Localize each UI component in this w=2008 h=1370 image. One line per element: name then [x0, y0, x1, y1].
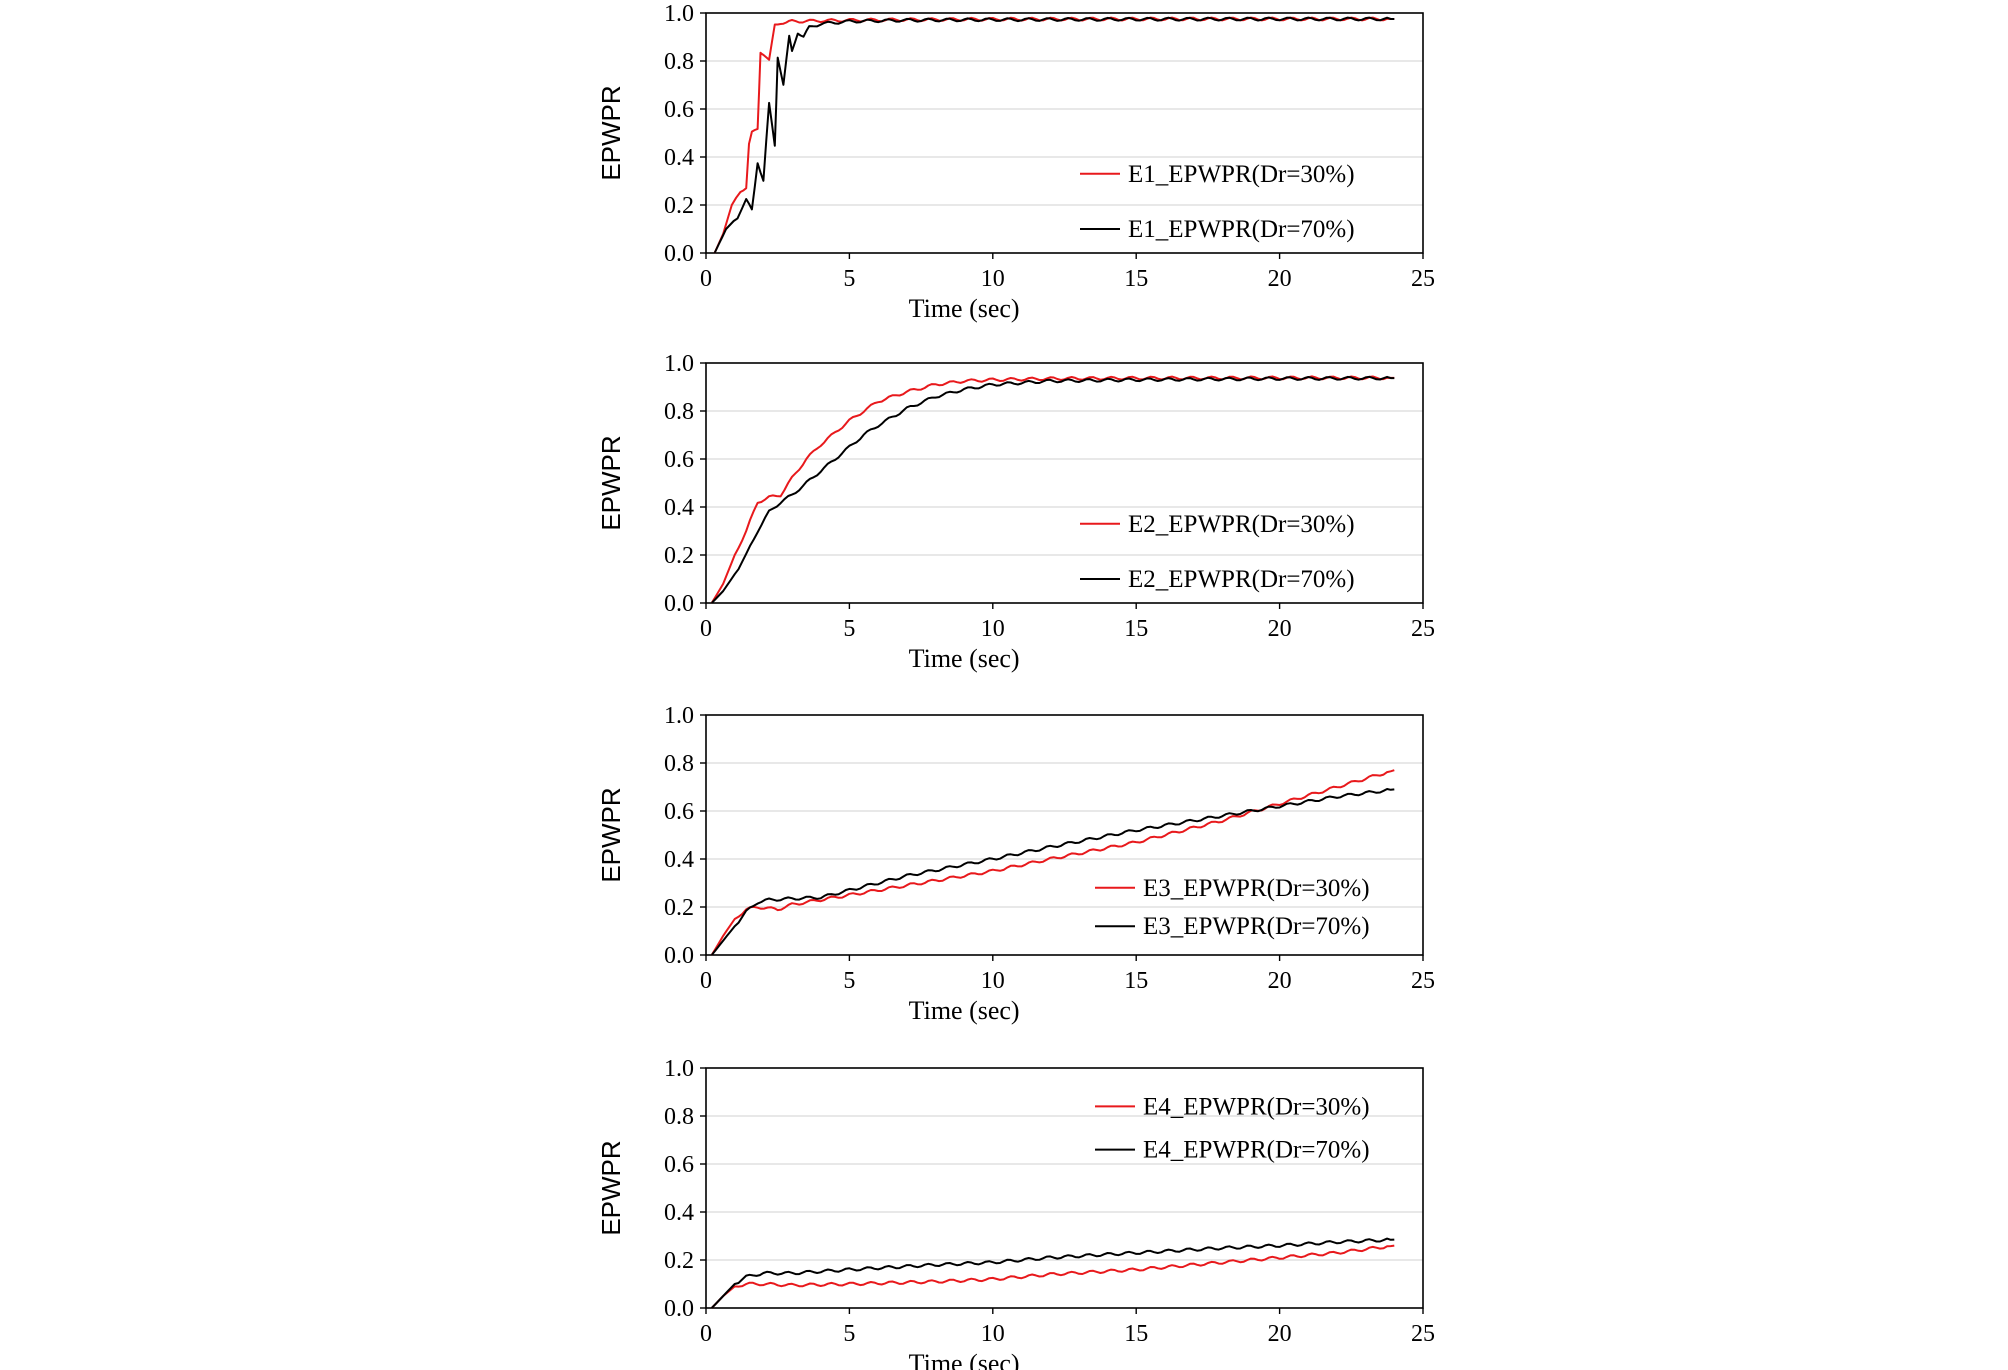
plot-frame [705, 1067, 1424, 1309]
x-tick-label: 0 [700, 968, 712, 994]
legend-label: E1_EPWPR(Dr=30%) [1128, 161, 1355, 188]
x-tick-label: 0 [700, 266, 712, 292]
x-tick-label: 10 [981, 266, 1005, 292]
y-tick-label: 0.8 [664, 399, 694, 425]
series-line [710, 1244, 1395, 1309]
y-tick-label: 0.8 [664, 49, 694, 75]
x-tick-label: 10 [981, 968, 1005, 994]
x-tick-label: 5 [843, 968, 855, 994]
series-line [710, 788, 1395, 956]
legend-label: E2_EPWPR(Dr=30%) [1128, 511, 1355, 538]
legend-label: E4_EPWPR(Dr=30%) [1143, 1093, 1370, 1120]
x-axis-label: Time (sec) [909, 294, 1020, 323]
series-line [713, 16, 1395, 254]
x-tick-label: 25 [1411, 616, 1435, 642]
y-axis-label: EPWPR [596, 1140, 626, 1235]
series-line [710, 375, 1395, 604]
x-tick-label: 15 [1124, 1321, 1148, 1347]
y-tick-label: 0.4 [664, 495, 694, 521]
y-tick-label: 0.6 [664, 97, 694, 123]
y-tick-label: 1.0 [664, 1, 694, 27]
plot-frame [705, 362, 1424, 604]
chart-panel-e4: 0.0 0.2 0.4 0.6 0.8 1.0 0 5 10 15 20 25 Time (sec) EP… [580, 1055, 1440, 1370]
y-tick-label: 0.8 [664, 751, 694, 777]
chart-svg: 0.0 0.2 0.4 0.6 0.8 1.0 0 5 10 15 20 25 Time (sec) EP… [596, 1, 1435, 323]
y-tick-label: 1.0 [664, 351, 694, 377]
y-tick-label: 0.4 [664, 1200, 694, 1226]
x-tick-label: 25 [1411, 266, 1435, 292]
plot-frame [705, 714, 1424, 956]
x-tick-label: 10 [981, 1321, 1005, 1347]
x-tick-label: 20 [1268, 968, 1292, 994]
y-axis-label: EPWPR [596, 85, 626, 180]
y-tick-label: 0.6 [664, 799, 694, 825]
legend-label: E4_EPWPR(Dr=70%) [1143, 1137, 1370, 1164]
y-axis-label: EPWPR [596, 435, 626, 530]
y-axis-label: EPWPR [596, 787, 626, 882]
x-tick-label: 5 [843, 1321, 855, 1347]
y-tick-label: 0.6 [664, 1152, 694, 1178]
x-tick-label: 15 [1124, 616, 1148, 642]
x-tick-label: 5 [843, 266, 855, 292]
y-tick-label: 0.2 [664, 1248, 694, 1274]
x-axis-label: Time (sec) [909, 996, 1020, 1025]
x-tick-label: 20 [1268, 266, 1292, 292]
y-tick-label: 0.8 [664, 1104, 694, 1130]
x-tick-label: 15 [1124, 968, 1148, 994]
y-tick-label: 0.2 [664, 543, 694, 569]
legend-label: E3_EPWPR(Dr=70%) [1143, 913, 1370, 940]
x-axis-label: Time (sec) [909, 644, 1020, 673]
legend-label: E3_EPWPR(Dr=30%) [1143, 875, 1370, 902]
y-tick-label: 0.6 [664, 447, 694, 473]
chart-panel-e2: 0.0 0.2 0.4 0.6 0.8 1.0 0 5 10 15 20 25 Time (sec) EP… [580, 350, 1440, 673]
legend-label: E1_EPWPR(Dr=70%) [1128, 216, 1355, 243]
y-tick-label: 0.0 [664, 591, 694, 617]
legend-label: E2_EPWPR(Dr=70%) [1128, 566, 1355, 593]
chart-svg: 0.0 0.2 0.4 0.6 0.8 1.0 0 5 10 15 20 25 Time (sec) EP… [596, 703, 1435, 1025]
y-tick-label: 0.4 [664, 847, 694, 873]
chart-panel-e3: 0.0 0.2 0.4 0.6 0.8 1.0 0 5 10 15 20 25 Time (sec) EP… [580, 702, 1440, 1025]
x-tick-label: 20 [1268, 616, 1292, 642]
plot-frame [705, 12, 1424, 254]
y-tick-label: 0.0 [664, 241, 694, 267]
x-tick-label: 5 [843, 616, 855, 642]
chart-svg: 0.0 0.2 0.4 0.6 0.8 1.0 0 5 10 15 20 25 Time (sec) EP… [596, 351, 1435, 673]
y-tick-label: 1.0 [664, 1056, 694, 1082]
y-tick-label: 0.0 [664, 1296, 694, 1322]
chart-svg: 0.0 0.2 0.4 0.6 0.8 1.0 0 5 10 15 20 25 Time (sec) EP… [596, 1056, 1435, 1370]
y-tick-label: 0.2 [664, 895, 694, 921]
series-line [710, 769, 1395, 956]
x-tick-label: 25 [1411, 1321, 1435, 1347]
x-tick-label: 0 [700, 616, 712, 642]
series-line [710, 1237, 1395, 1309]
x-axis-label: Time (sec) [909, 1349, 1020, 1370]
x-tick-label: 25 [1411, 968, 1435, 994]
x-tick-label: 0 [700, 1321, 712, 1347]
y-tick-label: 1.0 [664, 703, 694, 729]
y-tick-label: 0.2 [664, 193, 694, 219]
x-tick-label: 20 [1268, 1321, 1292, 1347]
x-tick-label: 15 [1124, 266, 1148, 292]
y-tick-label: 0.4 [664, 145, 694, 171]
y-tick-label: 0.0 [664, 943, 694, 969]
x-tick-label: 10 [981, 616, 1005, 642]
chart-panel-e1: 0.0 0.2 0.4 0.6 0.8 1.0 0 5 10 15 20 25 Time (sec) EP… [580, 0, 1440, 323]
